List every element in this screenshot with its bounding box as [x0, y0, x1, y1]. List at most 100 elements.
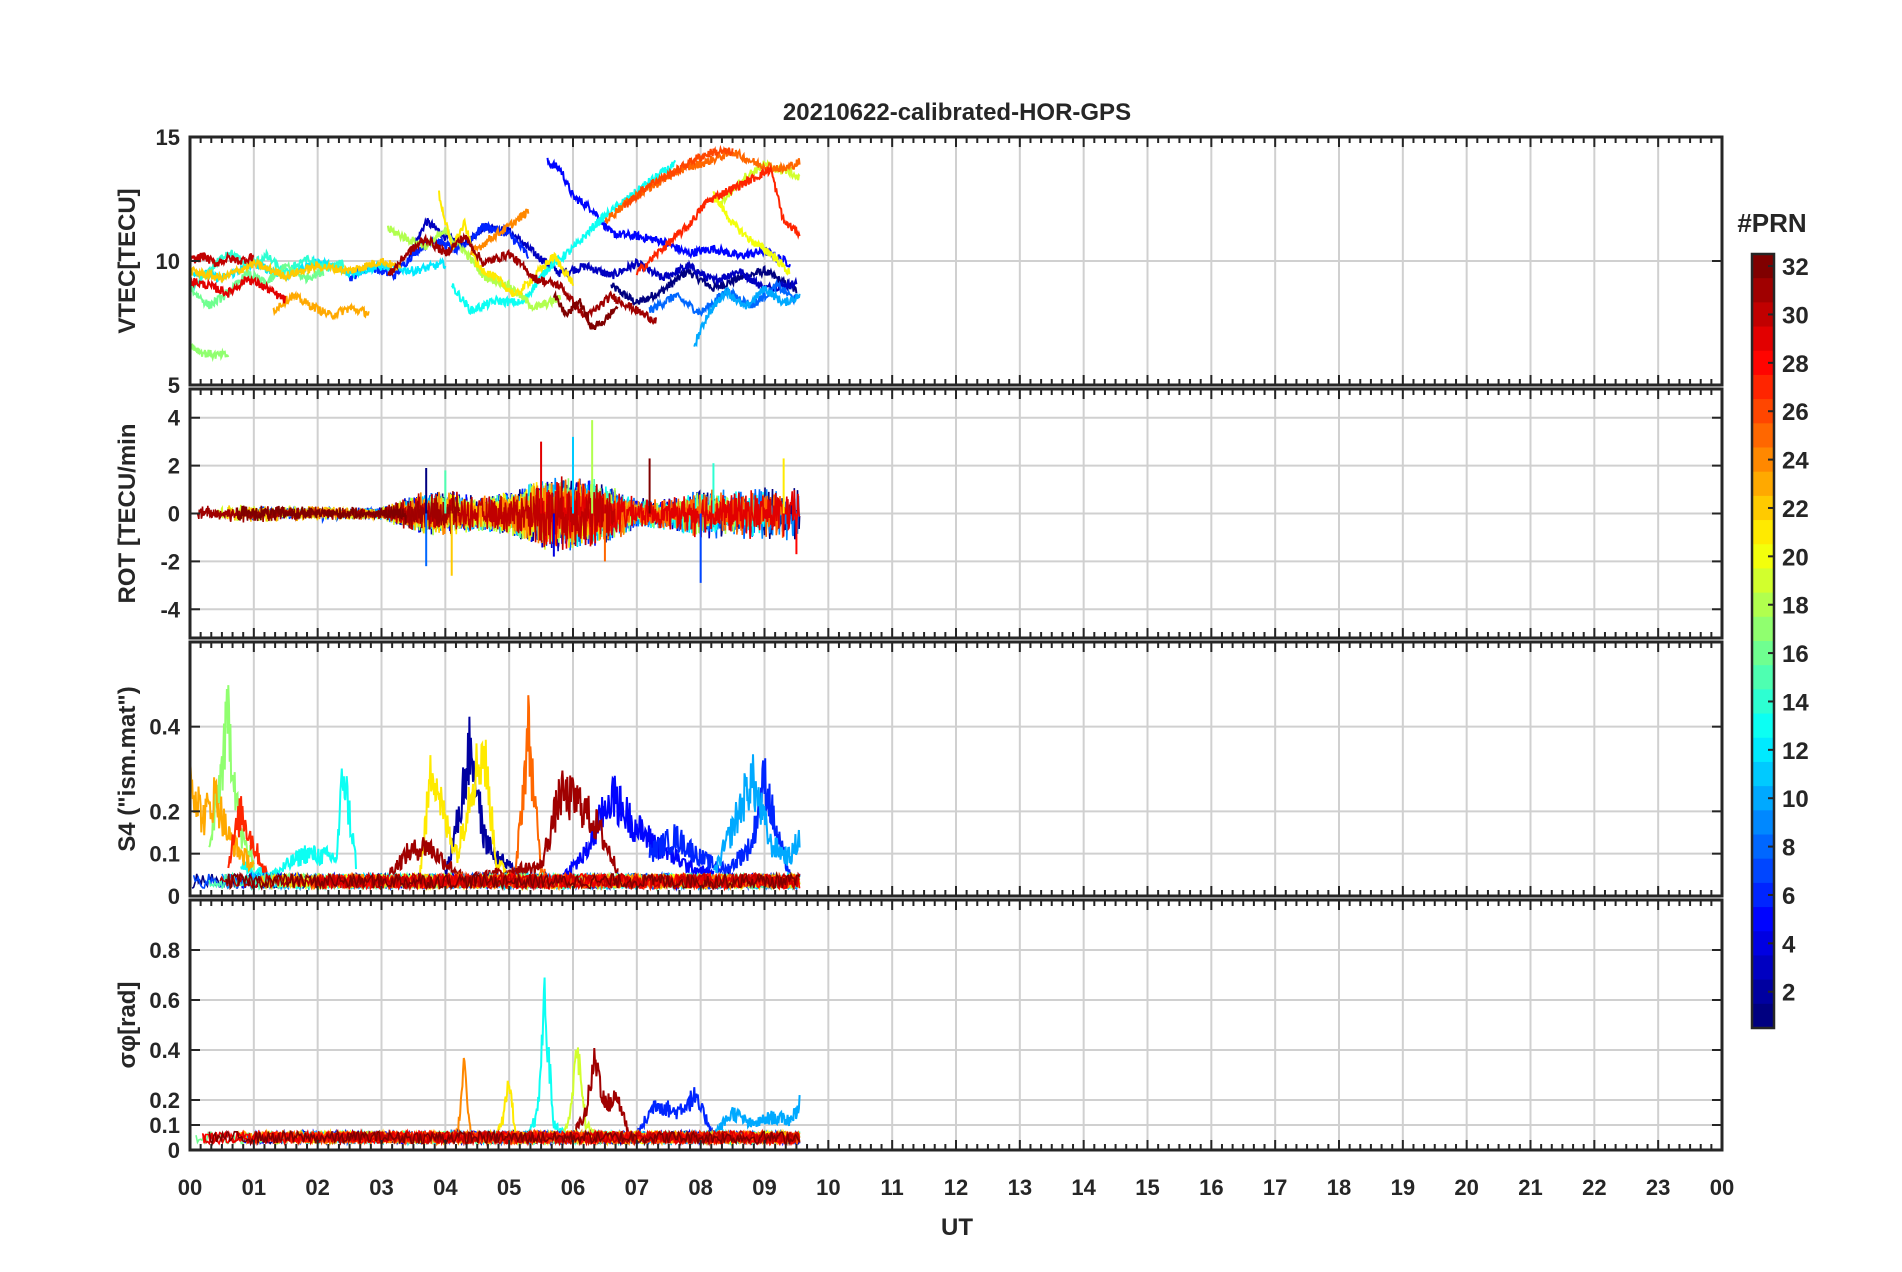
series-line-prn-5: [559, 775, 715, 884]
series-line-prn-10: [693, 285, 801, 348]
series-group: [190, 144, 801, 363]
y-tick-label: -4: [160, 597, 180, 622]
y-tick-label: 0.8: [149, 938, 180, 963]
axes-box: [188, 387, 1724, 640]
x-tick-label: 00: [1710, 1175, 1734, 1200]
series-line-prn-6: [636, 1087, 715, 1139]
colorbar-swatch: [1752, 713, 1774, 739]
series-line-prn-21: [438, 190, 574, 298]
colorbar-swatch: [1752, 1003, 1774, 1029]
series-line-prn-13: [450, 159, 677, 316]
x-axis-label: UT: [941, 1214, 973, 1241]
y-tick-label: 0.2: [149, 799, 180, 824]
axes-box: [188, 640, 1724, 898]
colorbar-swatch: [1752, 254, 1774, 279]
colorbar-tick-label: 26: [1782, 399, 1809, 426]
series-line-prn-29: [190, 274, 287, 304]
y-tick-label: 15: [156, 125, 180, 150]
series-group: [196, 420, 801, 583]
baseline-line-prn-30: [316, 1129, 801, 1147]
x-tick-label: 10: [816, 1175, 840, 1200]
y-tick-label: 4: [168, 406, 181, 431]
x-tick-label: 22: [1582, 1175, 1606, 1200]
axes-box: [188, 135, 1724, 387]
colorbar-swatch: [1752, 423, 1774, 448]
y-tick-label: 10: [156, 249, 180, 274]
colorbar-tick-label: 8: [1782, 835, 1795, 862]
series-line-prn-27: [635, 164, 801, 276]
x-tick-label: 20: [1454, 1175, 1478, 1200]
series-line-prn-24: [469, 208, 530, 256]
x-tick-label: 13: [1008, 1175, 1032, 1200]
x-tick-label: 02: [305, 1175, 329, 1200]
series-line-prn-1: [610, 264, 798, 306]
y-tick-label: 0.2: [149, 1088, 180, 1113]
colorbar-swatch: [1752, 641, 1774, 666]
colorbar-tick-label: 12: [1782, 738, 1809, 765]
y-tick-label: 0: [168, 502, 180, 527]
series-line-prn-26: [623, 144, 734, 208]
colorbar-swatch: [1752, 858, 1774, 884]
colorbar-swatch: [1752, 979, 1774, 1005]
figure-title: 20210622-calibrated-HOR-GPS: [783, 99, 1131, 126]
colorbar-swatch: [1752, 834, 1774, 860]
y-tick-label: 2: [168, 454, 180, 479]
x-tick-label: 15: [1135, 1175, 1159, 1200]
colorbar-tick-label: 30: [1782, 302, 1809, 329]
x-tick-label: 07: [625, 1175, 649, 1200]
colorbar-swatch: [1752, 592, 1774, 618]
colorbar-tick-label: 18: [1782, 593, 1809, 620]
series-line-prn-18: [386, 225, 562, 312]
series-line-prn-2: [444, 716, 523, 882]
baseline-line-prn-32: [208, 1129, 801, 1147]
colorbar-swatch: [1752, 955, 1774, 981]
series-group: [190, 685, 801, 892]
x-tick-label: 05: [497, 1175, 521, 1200]
y-axis-label: S4 ("ism.mat"): [114, 686, 141, 851]
x-tick-label: 12: [944, 1175, 968, 1200]
y-tick-label: 0: [168, 884, 180, 909]
x-tick-label: 08: [688, 1175, 712, 1200]
series-line-prn-31: [572, 1047, 632, 1137]
series-line-prn-16: [190, 260, 325, 310]
series-line-prn-27: [227, 796, 268, 875]
colorbar-swatch: [1752, 786, 1774, 811]
panel-s4: 0 0.1 0.2 0.4 S4 ("ism.mat"): [114, 640, 1724, 909]
y-tick-label: 0.1: [149, 1113, 180, 1138]
series-line-prn-21: [495, 1080, 517, 1140]
y-tick-label: -2: [160, 549, 180, 574]
colorbar-tick-label: 20: [1782, 544, 1809, 571]
colorbar-swatch: [1752, 931, 1774, 956]
axes-box: [188, 898, 1724, 1152]
series-group: [195, 977, 801, 1147]
series-line-prn-13: [527, 977, 568, 1137]
x-tick-label: 09: [752, 1175, 776, 1200]
y-tick-label: 0: [168, 1138, 180, 1163]
y-axis-label: ROT [TECU/min: [114, 424, 141, 604]
baseline-line-prn-32: [225, 871, 801, 892]
colorbar-swatch: [1752, 907, 1774, 932]
y-axis-label: σφ[rad]: [114, 982, 141, 1069]
series-line-prn-30: [190, 251, 255, 268]
x-tick-label: 19: [1391, 1175, 1415, 1200]
colorbar-swatch: [1752, 737, 1774, 763]
series-line-prn-23: [272, 290, 370, 321]
y-tick-label: 0.4: [149, 1038, 180, 1063]
x-tick-label: 16: [1199, 1175, 1223, 1200]
x-tick-label: 06: [561, 1175, 585, 1200]
colorbar-swatch: [1752, 882, 1774, 908]
x-tick-label: 17: [1263, 1175, 1287, 1200]
y-tick-label: 5: [168, 373, 180, 398]
colorbar-swatch: [1752, 810, 1774, 835]
colorbar-swatch: [1752, 568, 1774, 594]
colorbar-swatch: [1752, 278, 1774, 303]
x-tick-label: 21: [1518, 1175, 1542, 1200]
colorbar-frame: [1750, 252, 1776, 1030]
x-tick-label: 11: [881, 1175, 904, 1200]
colorbar-tick-label: 24: [1782, 448, 1809, 475]
x-tick-label: 14: [1071, 1175, 1096, 1200]
colorbar-swatch: [1752, 326, 1774, 352]
colorbar-tick-label: 4: [1782, 931, 1796, 958]
